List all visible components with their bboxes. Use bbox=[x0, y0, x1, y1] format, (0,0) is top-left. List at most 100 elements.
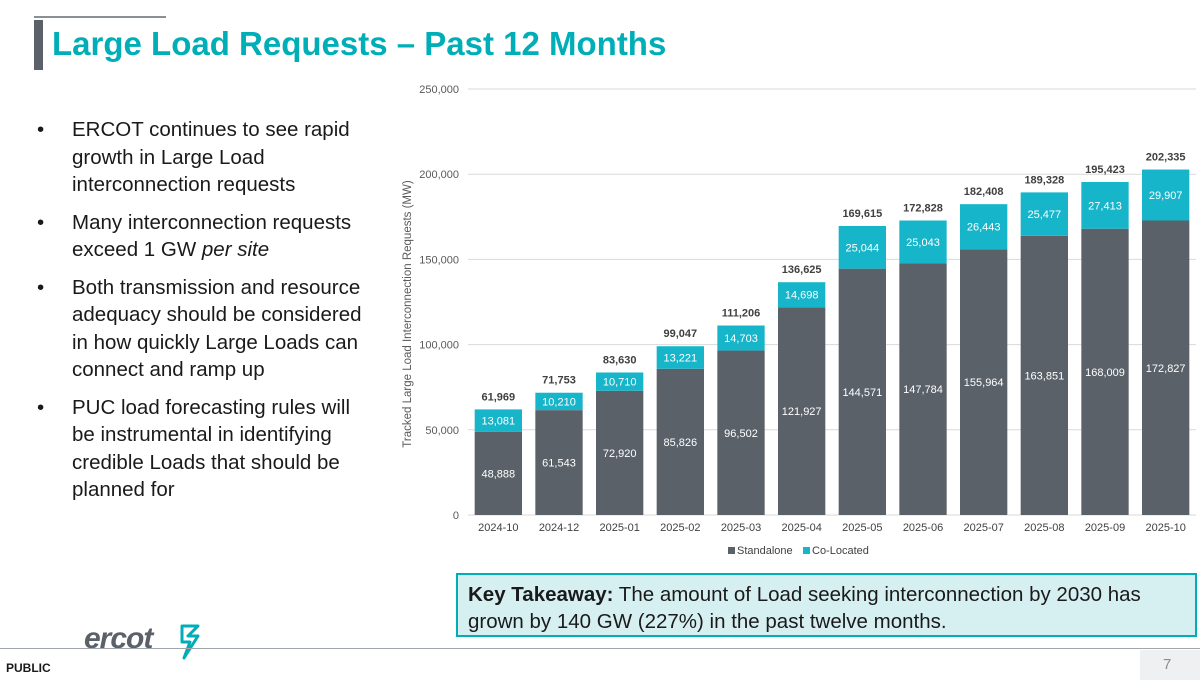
classification-label: PUBLIC bbox=[6, 661, 51, 675]
bullet-item: • Both transmission and resource adequacy… bbox=[34, 274, 364, 384]
co-located-value-label: 25,044 bbox=[846, 242, 880, 254]
bullet-text: Both transmission and resource adequacy … bbox=[72, 275, 362, 382]
x-tick-label: 2024-12 bbox=[539, 522, 579, 534]
standalone-value-label: 48,888 bbox=[482, 468, 516, 480]
co-located-value-label: 13,221 bbox=[664, 352, 698, 364]
footer-rule bbox=[0, 648, 1200, 649]
y-tick-label: 100,000 bbox=[419, 340, 459, 352]
x-tick-label: 2025-02 bbox=[660, 522, 700, 534]
bar-standalone bbox=[535, 410, 583, 515]
bar-co-located bbox=[960, 204, 1008, 250]
total-value-label: 182,408 bbox=[964, 186, 1004, 198]
bar-co-located bbox=[474, 409, 522, 432]
standalone-value-label: 121,927 bbox=[782, 406, 822, 418]
x-tick-label: 2025-01 bbox=[599, 522, 639, 534]
y-tick-label: 200,000 bbox=[419, 169, 459, 181]
standalone-value-label: 72,920 bbox=[603, 448, 637, 460]
y-tick-label: 0 bbox=[453, 510, 459, 522]
x-tick-label: 2025-08 bbox=[1024, 522, 1064, 534]
total-value-label: 195,423 bbox=[1085, 164, 1125, 176]
total-value-label: 169,615 bbox=[842, 208, 882, 220]
takeaway-label: Key Takeaway: bbox=[468, 583, 614, 606]
bullet-item: • PUC load forecasting rules will be inst… bbox=[34, 394, 364, 504]
bar-co-located bbox=[535, 392, 583, 411]
standalone-value-label: 147,784 bbox=[903, 384, 943, 396]
bar-standalone bbox=[838, 268, 886, 515]
co-located-value-label: 10,210 bbox=[542, 396, 576, 408]
takeaway-text: The amount of Load seeking interconnecti… bbox=[468, 583, 1141, 633]
x-tick-label: 2025-09 bbox=[1085, 522, 1125, 534]
total-value-label: 111,206 bbox=[722, 308, 761, 320]
total-value-label: 99,047 bbox=[664, 328, 698, 340]
x-tick-label: 2025-05 bbox=[842, 522, 882, 534]
co-located-value-label: 29,907 bbox=[1149, 190, 1183, 202]
standalone-value-label: 172,827 bbox=[1146, 363, 1186, 375]
y-tick-label: 250,000 bbox=[419, 84, 459, 96]
bullet-text: PUC load forecasting rules will be instr… bbox=[72, 395, 351, 502]
legend-label-co-located: Co-Located bbox=[812, 545, 869, 557]
y-tick-label: 150,000 bbox=[419, 254, 459, 266]
bar-standalone bbox=[1081, 228, 1129, 516]
co-located-value-label: 14,698 bbox=[785, 290, 819, 302]
lightning-bolt-icon bbox=[180, 624, 200, 660]
co-located-value-label: 26,443 bbox=[967, 222, 1001, 234]
bullet-list: • ERCOT continues to see rapid growth in … bbox=[34, 116, 364, 514]
x-tick-label: 2024-10 bbox=[478, 522, 518, 534]
co-located-value-label: 14,703 bbox=[724, 333, 758, 345]
page-number: 7 bbox=[1163, 656, 1172, 673]
bar-co-located bbox=[838, 225, 886, 269]
bar-co-located bbox=[596, 372, 644, 391]
bar-standalone bbox=[717, 350, 765, 515]
co-located-value-label: 25,043 bbox=[906, 237, 940, 249]
total-value-label: 136,625 bbox=[782, 264, 822, 276]
bar-standalone bbox=[778, 307, 826, 515]
legend-swatch-standalone bbox=[728, 547, 735, 554]
legend-swatch-co-located bbox=[803, 547, 810, 554]
y-tick-label: 50,000 bbox=[425, 425, 459, 437]
bar-standalone bbox=[899, 263, 947, 515]
slide-title: Large Load Requests – Past 12 Months bbox=[52, 25, 667, 62]
standalone-value-label: 168,009 bbox=[1085, 367, 1125, 379]
x-tick-label: 2025-10 bbox=[1145, 522, 1185, 534]
total-value-label: 189,328 bbox=[1024, 174, 1064, 186]
y-axis-label: Tracked Large Load Interconnection Reque… bbox=[402, 180, 414, 448]
legend-label-standalone: Standalone bbox=[737, 545, 793, 557]
bar-standalone bbox=[1020, 235, 1068, 515]
bullet-dot: • bbox=[37, 210, 45, 234]
title-accent-bar bbox=[34, 20, 43, 70]
bar-co-located bbox=[1020, 192, 1068, 236]
bar-co-located bbox=[656, 346, 704, 369]
bar-standalone bbox=[656, 368, 704, 515]
bar-co-located bbox=[1142, 169, 1190, 221]
title-top-rule bbox=[34, 16, 166, 18]
x-tick-label: 2025-07 bbox=[963, 522, 1003, 534]
standalone-value-label: 155,964 bbox=[964, 377, 1004, 389]
total-value-label: 172,828 bbox=[903, 203, 943, 215]
x-tick-label: 2025-06 bbox=[903, 522, 943, 534]
total-value-label: 71,753 bbox=[542, 375, 576, 387]
bullet-item: • ERCOT continues to see rapid growth in … bbox=[34, 116, 364, 199]
bullet-text: ERCOT continues to see rapid growth in L… bbox=[72, 118, 350, 196]
bar-standalone bbox=[960, 249, 1008, 515]
co-located-value-label: 13,081 bbox=[482, 416, 516, 428]
co-located-value-label: 27,413 bbox=[1088, 200, 1122, 212]
bullet-item: • Many interconnection requests exceed 1 … bbox=[34, 209, 364, 264]
co-located-value-label: 10,710 bbox=[603, 377, 637, 389]
total-value-label: 202,335 bbox=[1146, 152, 1186, 164]
total-value-label: 83,630 bbox=[603, 354, 637, 366]
stacked-bar-chart: 0 50,000 100,000 150,000 200,000 250,000 Track… bbox=[402, 84, 1196, 557]
standalone-value-label: 96,502 bbox=[724, 428, 758, 440]
bar-co-located bbox=[778, 282, 826, 308]
ercot-logo: ercot bbox=[84, 622, 200, 660]
total-value-label: 61,969 bbox=[482, 391, 516, 403]
page-number-box bbox=[1140, 650, 1200, 680]
x-tick-label: 2025-03 bbox=[721, 522, 761, 534]
bullet-text: Many interconnection requests exceed 1 G… bbox=[72, 210, 352, 262]
x-tick-label: 2025-04 bbox=[781, 522, 821, 534]
bullet-dot: • bbox=[37, 275, 45, 299]
standalone-value-label: 85,826 bbox=[664, 437, 698, 449]
bar-co-located bbox=[717, 325, 765, 351]
standalone-value-label: 163,851 bbox=[1024, 370, 1064, 382]
bar-co-located bbox=[899, 220, 947, 264]
bullet-dot: • bbox=[37, 118, 45, 141]
